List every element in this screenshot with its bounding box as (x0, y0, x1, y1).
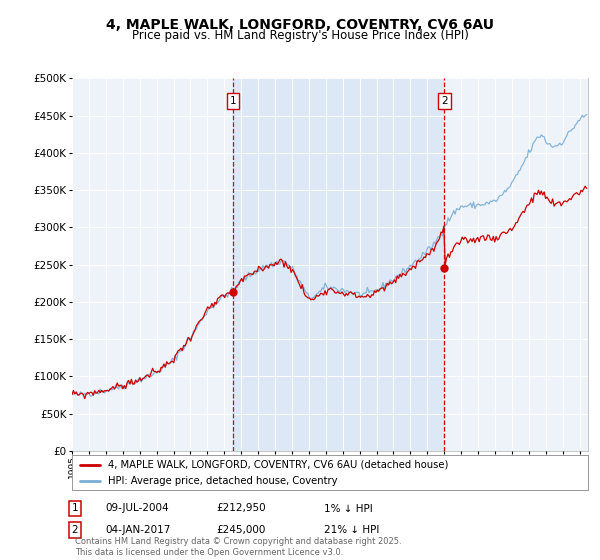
Bar (233, 78, 445, 451)
Text: 2: 2 (71, 525, 79, 535)
Text: 09-JUL-2004: 09-JUL-2004 (105, 503, 169, 514)
Text: Price paid vs. HM Land Registry's House Price Index (HPI): Price paid vs. HM Land Registry's House … (131, 29, 469, 42)
Text: 4, MAPLE WALK, LONGFORD, COVENTRY, CV6 6AU (detached house): 4, MAPLE WALK, LONGFORD, COVENTRY, CV6 6… (108, 460, 448, 470)
Text: 1: 1 (230, 96, 236, 106)
Text: 1: 1 (71, 503, 79, 514)
Text: 1% ↓ HPI: 1% ↓ HPI (324, 503, 373, 514)
Text: 21% ↓ HPI: 21% ↓ HPI (324, 525, 379, 535)
Text: £245,000: £245,000 (216, 525, 265, 535)
Text: 4, MAPLE WALK, LONGFORD, COVENTRY, CV6 6AU: 4, MAPLE WALK, LONGFORD, COVENTRY, CV6 6… (106, 18, 494, 32)
Text: £212,950: £212,950 (216, 503, 266, 514)
Text: 2: 2 (441, 96, 448, 106)
Text: Contains HM Land Registry data © Crown copyright and database right 2025.
This d: Contains HM Land Registry data © Crown c… (75, 537, 401, 557)
Text: HPI: Average price, detached house, Coventry: HPI: Average price, detached house, Cove… (108, 477, 338, 486)
Text: 04-JAN-2017: 04-JAN-2017 (105, 525, 170, 535)
